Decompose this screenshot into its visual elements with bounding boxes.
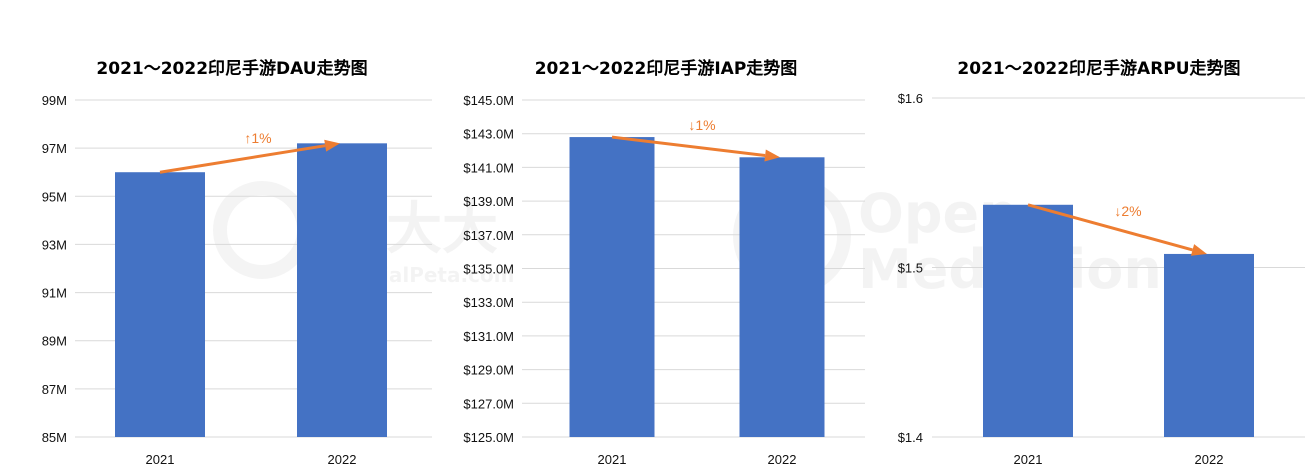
iap-ytick-label: $145.0M bbox=[463, 93, 514, 108]
iap-ytick-label: $143.0M bbox=[463, 127, 514, 142]
iap-ytick-label: $141.0M bbox=[463, 160, 514, 175]
iap-trend-arrow bbox=[611, 135, 766, 157]
dau-ytick-label: 95M bbox=[42, 189, 67, 204]
dau-category-label: 2021 bbox=[146, 452, 175, 467]
iap-bar-2021 bbox=[569, 137, 655, 437]
iap-bar-2022 bbox=[739, 157, 825, 438]
dau-chart: 2021～2022印尼手游DAU走势图 85M 87M 89M 91M 93M 95M 97… bbox=[0, 0, 440, 474]
iap-ytick-label: $135.0M bbox=[463, 262, 514, 277]
arpu-trend-arrowhead bbox=[1190, 244, 1207, 256]
dau-ytick-label: 89M bbox=[42, 334, 67, 349]
arpu-ytick-label: $1.4 bbox=[898, 430, 923, 445]
dau-ytick-label: 85M bbox=[42, 430, 67, 445]
arpu-bar-2021 bbox=[983, 204, 1073, 437]
dau-chart-title: 2021～2022印尼手游DAU走势图 bbox=[96, 58, 367, 79]
iap-ytick-label: $133.0M bbox=[463, 295, 514, 310]
iap-chart-svg: 2021～2022印尼手游IAP走势图 $125.0M $127.0M $129.0… bbox=[463, 58, 865, 467]
dau-ytick-label: 99M bbox=[42, 93, 67, 108]
dau-chart-svg: 2021～2022印尼手游DAU走势图 85M 87M 89M 91M 93M 95M 97… bbox=[42, 58, 432, 467]
iap-ytick-label: $139.0M bbox=[463, 194, 514, 209]
dau-bar-2021 bbox=[115, 172, 205, 437]
dau-ytick-label: 93M bbox=[42, 237, 67, 252]
dau-trend-label: ↑1% bbox=[244, 130, 271, 146]
iap-ytick-label: $129.0M bbox=[463, 363, 514, 378]
iap-trend-arrowhead bbox=[764, 149, 780, 162]
iap-trend-label: ↓1% bbox=[688, 117, 715, 133]
arpu-ytick-label: $1.5 bbox=[898, 261, 923, 276]
iap-chart: 2021～2022印尼手游IAP走势图 $125.0M $127.0M $129.0… bbox=[440, 0, 880, 474]
dau-ytick-label: 91M bbox=[42, 286, 67, 301]
dau-ytick-label: 87M bbox=[42, 382, 67, 397]
dau-bar-2022 bbox=[297, 143, 387, 438]
dau-trend-arrowhead bbox=[324, 139, 340, 152]
arpu-chart-svg: 2021～2022印尼手游ARPU走势图 $1.4 $1.5 $1.6 2021 202… bbox=[898, 58, 1305, 467]
iap-ytick-label: $131.0M bbox=[463, 329, 514, 344]
arpu-trend-label: ↓2% bbox=[1114, 203, 1141, 219]
iap-ytick-label: $137.0M bbox=[463, 228, 514, 243]
arpu-category-label: 2021 bbox=[1014, 452, 1043, 467]
iap-category-label: 2022 bbox=[768, 452, 797, 467]
dau-ytick-label: 97M bbox=[42, 141, 67, 156]
arpu-bar-2022 bbox=[1164, 253, 1254, 437]
arpu-category-label: 2022 bbox=[1195, 452, 1224, 467]
arpu-trend-arrow bbox=[1027, 203, 1193, 252]
arpu-ytick-label: $1.6 bbox=[898, 91, 923, 106]
arpu-chart: 2021～2022印尼手游ARPU走势图 $1.4 $1.5 $1.6 2021 202… bbox=[880, 0, 1313, 474]
dau-trend-arrow bbox=[159, 144, 326, 174]
iap-chart-title: 2021～2022印尼手游IAP走势图 bbox=[535, 58, 798, 79]
arpu-chart-title: 2021～2022印尼手游ARPU走势图 bbox=[957, 58, 1240, 79]
dau-category-label: 2022 bbox=[328, 452, 357, 467]
iap-ytick-label: $125.0M bbox=[463, 430, 514, 445]
iap-ytick-label: $127.0M bbox=[463, 396, 514, 411]
iap-category-label: 2021 bbox=[598, 452, 627, 467]
